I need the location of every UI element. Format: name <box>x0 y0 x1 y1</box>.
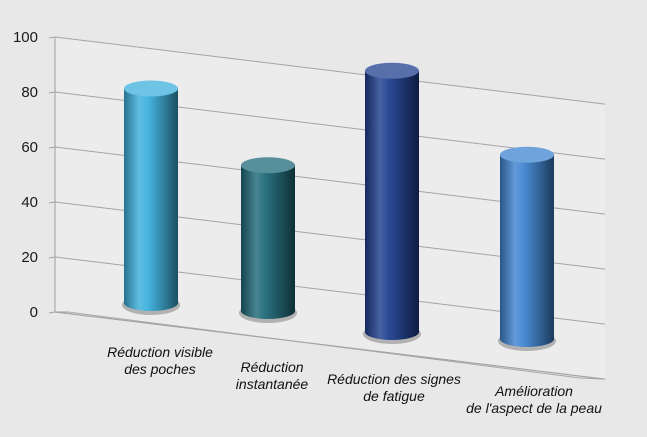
bar-top <box>500 146 554 163</box>
ytick-label: 100 <box>13 29 38 46</box>
category-label: Réduction instantanée <box>236 359 309 392</box>
y-axis-ticks: 0 20 40 60 80 100 <box>13 29 38 321</box>
bar-body <box>500 154 554 347</box>
bar-body <box>241 165 295 319</box>
gridline <box>54 36 606 105</box>
category-label: Réduction des signes de fatigue <box>327 371 461 404</box>
gridline <box>54 311 606 380</box>
ytick-mark <box>48 201 56 204</box>
bar-top <box>241 157 295 174</box>
ytick-label: 20 <box>21 249 38 266</box>
bar-2 <box>239 157 297 323</box>
ytick-mark <box>48 91 56 94</box>
bar-4 <box>498 146 556 351</box>
category-label: Réduction visible des poches <box>107 344 213 377</box>
ytick-mark <box>48 146 56 149</box>
bar-3 <box>363 62 421 344</box>
ytick-mark <box>48 256 56 259</box>
ytick-mark <box>48 36 56 39</box>
bars <box>122 62 556 351</box>
ytick-label: 80 <box>21 84 38 101</box>
bar-1 <box>122 80 180 315</box>
ytick-mark <box>48 311 56 314</box>
bar-top <box>124 80 178 97</box>
bar-body <box>365 70 419 340</box>
bar-body <box>124 88 178 311</box>
ytick-label: 60 <box>21 139 38 156</box>
ytick-label: 0 <box>30 304 38 321</box>
ytick-label: 40 <box>21 194 38 211</box>
x-axis-labels: Réduction visible des poches Réduction inst… <box>107 344 602 416</box>
category-label: Amélioration de l'aspect de la peau <box>466 383 602 416</box>
bar-top <box>365 62 419 79</box>
back-wall <box>55 37 605 380</box>
